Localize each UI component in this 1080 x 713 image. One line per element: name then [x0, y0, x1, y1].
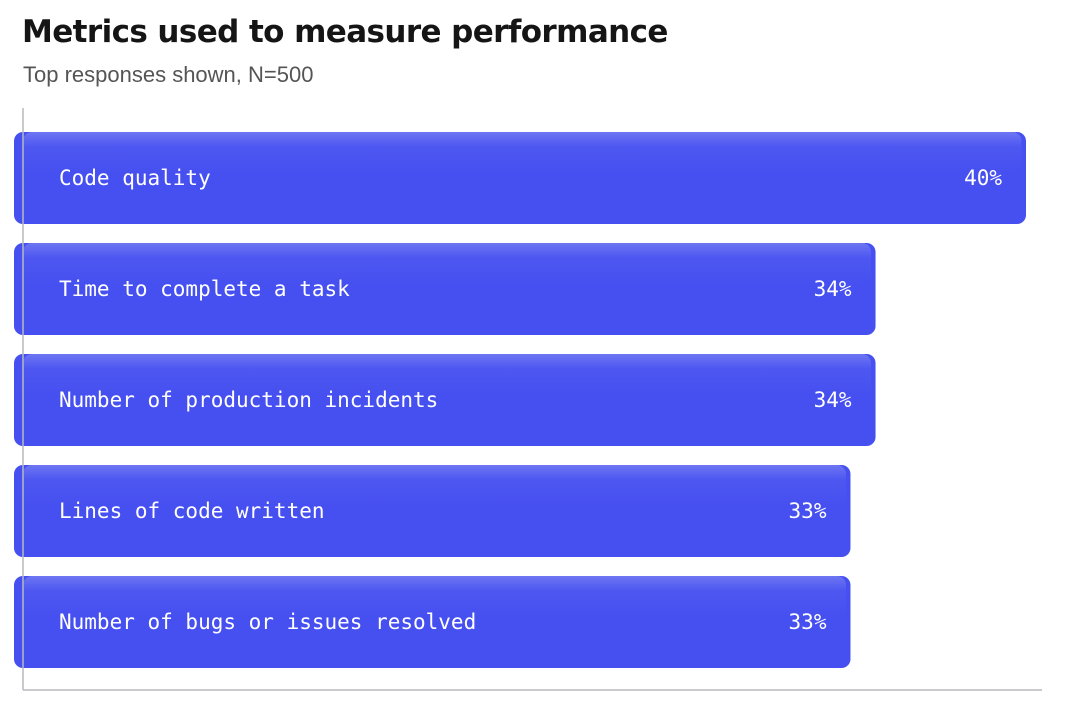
value-label: 33% [789, 610, 827, 634]
value-label: 34% [814, 277, 852, 301]
bar-highlight [23, 465, 846, 507]
bar-highlight [23, 243, 872, 285]
bar-highlight [23, 354, 872, 396]
value-label: 33% [789, 499, 827, 523]
bar-group-time-to-complete-a-task: Time to complete a task 34% [14, 243, 876, 335]
bar-group-number-of-production-incidents: Number of production incidents 34% [14, 354, 876, 446]
chart-title: Metrics used to measure performance [22, 14, 668, 50]
bar-group-number-of-bugs-or-issues-resolved: Number of bugs or issues resolved 33% [14, 576, 851, 668]
bar-highlight [23, 576, 846, 618]
category-label: Number of production incidents [59, 388, 438, 412]
bar-group-code-quality: Code quality 40% [14, 132, 1026, 224]
value-label: 40% [964, 166, 1002, 190]
category-label: Time to complete a task [59, 277, 350, 301]
chart-subtitle: Top responses shown, N=500 [23, 62, 314, 87]
category-label: Number of bugs or issues resolved [59, 610, 476, 634]
bar-group-lines-of-code-written: Lines of code written 33% [14, 465, 851, 557]
value-label: 34% [814, 388, 852, 412]
category-label: Lines of code written [59, 499, 325, 523]
bar-highlight [23, 132, 1022, 174]
category-label: Code quality [59, 166, 211, 190]
bars-group: Code quality 40% Time to complete a task 34… [14, 132, 1026, 668]
